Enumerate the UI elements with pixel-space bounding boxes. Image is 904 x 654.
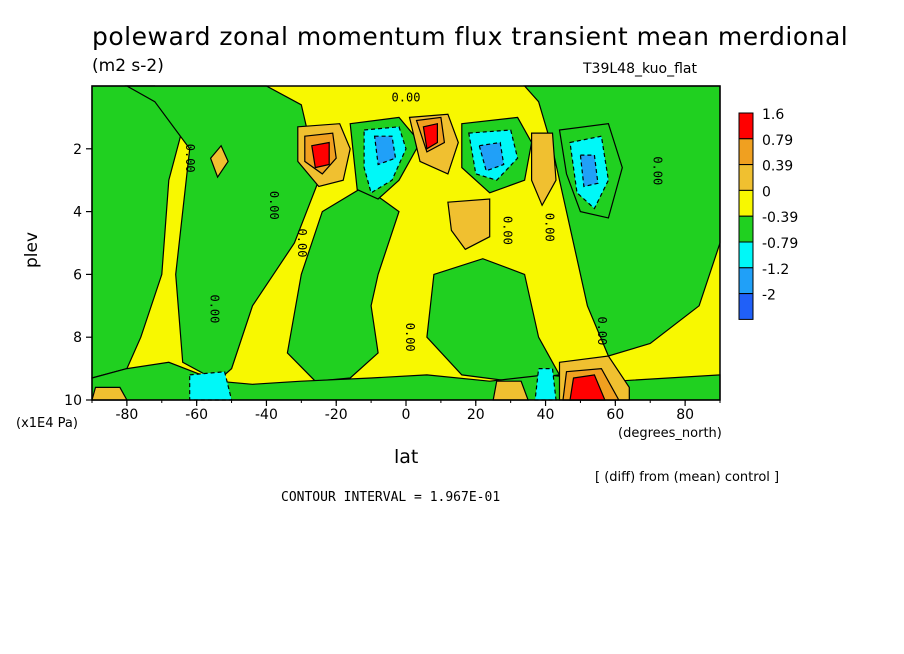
contour-label-0: 0.00 — [183, 144, 197, 173]
contour-region-14 — [373, 135, 397, 166]
legend-label-5: -0.79 — [762, 236, 798, 252]
legend-swatch-6 — [738, 267, 754, 295]
contour-region-2 — [286, 185, 400, 382]
legend-label-6: -1.2 — [762, 262, 789, 278]
legend-swatch-1 — [738, 138, 754, 166]
contour-region-13 — [534, 368, 557, 401]
contour-region-19 — [447, 198, 491, 251]
x-tick-label--20: -20 — [325, 407, 348, 423]
y-tick-label-6: 6 — [73, 267, 82, 283]
legend-label-2: 0.39 — [762, 159, 793, 175]
contour-interval-note: CONTOUR INTERVAL = 1.967E-01 — [281, 490, 501, 505]
chart-units: (m2 s-2) — [92, 56, 164, 76]
legend-label-1: 0.79 — [762, 133, 793, 149]
chart-title: poleward zonal momentum flux transient m… — [92, 22, 849, 51]
contour-label-3: 0.00 — [208, 294, 222, 323]
contour-region-29 — [422, 122, 438, 150]
contour-region-28 — [311, 141, 330, 169]
contour-region-15 — [478, 141, 505, 172]
contour-label-8: 0.00 — [595, 316, 609, 345]
y-tick-label-8: 8 — [73, 330, 82, 346]
contour-label-6: 0.00 — [501, 216, 515, 245]
contour-region-20 — [531, 132, 557, 207]
contour-label-4: 0.00 — [392, 91, 421, 105]
contour-label-9: 0.00 — [651, 156, 665, 185]
legend-swatch-3 — [738, 189, 754, 217]
diff-note: [ (diff) from (mean) control ] — [595, 470, 780, 485]
contour-region-1 — [124, 85, 320, 382]
contour-label-1: 0.00 — [267, 191, 281, 220]
y-unit-label: (x1E4 Pa) — [16, 416, 78, 431]
x-tick-label--80: -80 — [115, 407, 138, 423]
x-axis-label: lat — [394, 446, 419, 468]
y-tick-label-2: 2 — [73, 142, 82, 158]
legend-swatch-2 — [738, 164, 754, 191]
contour-label-2: 0.00 — [295, 229, 309, 258]
legend-swatch-0 — [738, 112, 754, 140]
x-tick-label-20: 20 — [467, 407, 485, 423]
legend-label-0: 1.6 — [762, 107, 784, 123]
contour-region-16 — [579, 154, 599, 188]
legend-swatch-5 — [738, 241, 754, 269]
legend-label-7: -2 — [762, 288, 776, 304]
x-tick-label-40: 40 — [537, 407, 555, 423]
x-tick-label--40: -40 — [255, 407, 278, 423]
x-tick-label-60: 60 — [606, 407, 624, 423]
legend-label-3: 0 — [762, 184, 771, 200]
y-tick-label-4: 4 — [73, 205, 82, 221]
x-unit-label: (degrees_north) — [618, 426, 722, 441]
legend-swatch-7 — [738, 293, 754, 320]
y-tick-label-10: 10 — [64, 393, 82, 409]
x-tick-label--60: -60 — [185, 407, 208, 423]
contour-label-7: 0.00 — [543, 213, 557, 242]
x-tick-label-80: 80 — [676, 407, 694, 423]
x-tick-label-0: 0 — [402, 407, 411, 423]
contour-region-21 — [209, 144, 229, 179]
run-name: T39L48_kuo_flat — [583, 61, 697, 77]
contour-label-5: 0.00 — [403, 323, 417, 352]
legend-label-4: -0.39 — [762, 210, 798, 226]
legend-swatch-4 — [738, 215, 754, 243]
contour-region-12 — [189, 371, 233, 401]
